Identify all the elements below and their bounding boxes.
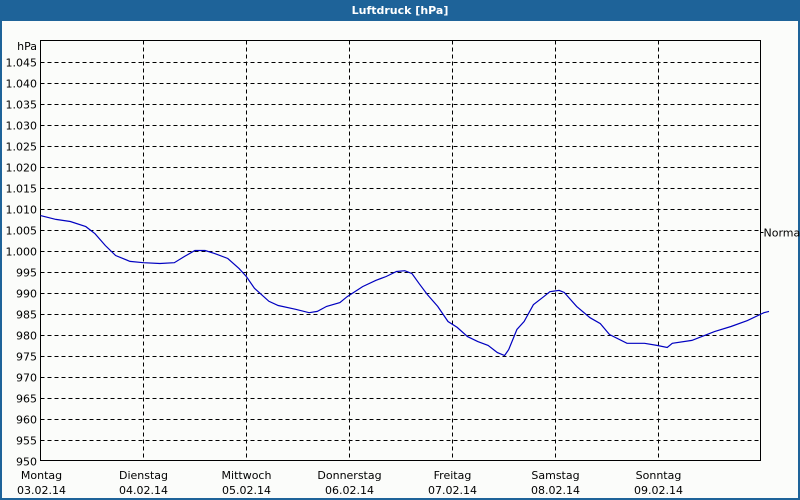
y-tick-label: 950: [16, 456, 37, 469]
chart-panel: [2, 21, 798, 498]
x-date-label: 09.02.14: [634, 484, 683, 497]
x-day-label: Samstag: [531, 469, 579, 482]
y-tick-label: 1.025: [6, 141, 38, 154]
y-tick-label: 1.035: [6, 99, 38, 112]
normal-reference-marker: Normal: [760, 227, 800, 240]
x-date-label: 03.02.14: [17, 484, 66, 497]
x-date-label: 07.02.14: [428, 484, 477, 497]
y-tick-label: 1.015: [6, 183, 38, 196]
y-tick-label: 985: [16, 309, 37, 322]
x-date-label: 05.02.14: [222, 484, 271, 497]
x-day-label: Mittwoch: [222, 469, 272, 482]
x-day-label: Freitag: [434, 469, 472, 482]
y-tick-label: 990: [16, 288, 37, 301]
plot-frame: [40, 40, 761, 461]
x-day-label: Sonntag: [636, 469, 682, 482]
y-tick-label: 970: [16, 372, 37, 385]
y-tick-label: 1.020: [6, 162, 38, 175]
x-date-label: 06.02.14: [325, 484, 374, 497]
y-tick-label: 1.000: [6, 246, 38, 259]
x-day-label: Montag: [21, 469, 62, 482]
y-tick-label: 1.030: [6, 120, 38, 133]
x-date-label: 04.02.14: [119, 484, 168, 497]
y-tick-label: 960: [16, 414, 37, 427]
x-day-label: Donnerstag: [317, 469, 381, 482]
y-tick-label: 980: [16, 330, 37, 343]
y-tick-label: 1.045: [6, 57, 38, 70]
y-axis-unit: hPa: [17, 40, 37, 53]
y-tick-label: 1.040: [6, 78, 38, 91]
chart-title: Luftdruck [hPa]: [0, 0, 800, 21]
y-tick-label: 975: [16, 351, 37, 364]
y-axis: 950 955 960 965 970 975 980 985 990 995 1.000 1.005…: [6, 40, 38, 469]
y-tick-label: 1.005: [6, 225, 38, 238]
grid-lines: [40, 40, 761, 461]
y-tick-label: 955: [16, 435, 37, 448]
x-date-label: 08.02.14: [531, 484, 580, 497]
y-tick-label: 995: [16, 267, 37, 280]
pressure-series-line: [40, 215, 770, 357]
x-day-label: Dienstag: [119, 469, 168, 482]
normal-label: Normal: [764, 227, 800, 240]
y-tick-label: 1.010: [6, 204, 38, 217]
x-axis: Montag 03.02.14 Dienstag 04.02.14 Mittwoch 05…: [17, 469, 683, 497]
y-tick-label: 965: [16, 393, 37, 406]
